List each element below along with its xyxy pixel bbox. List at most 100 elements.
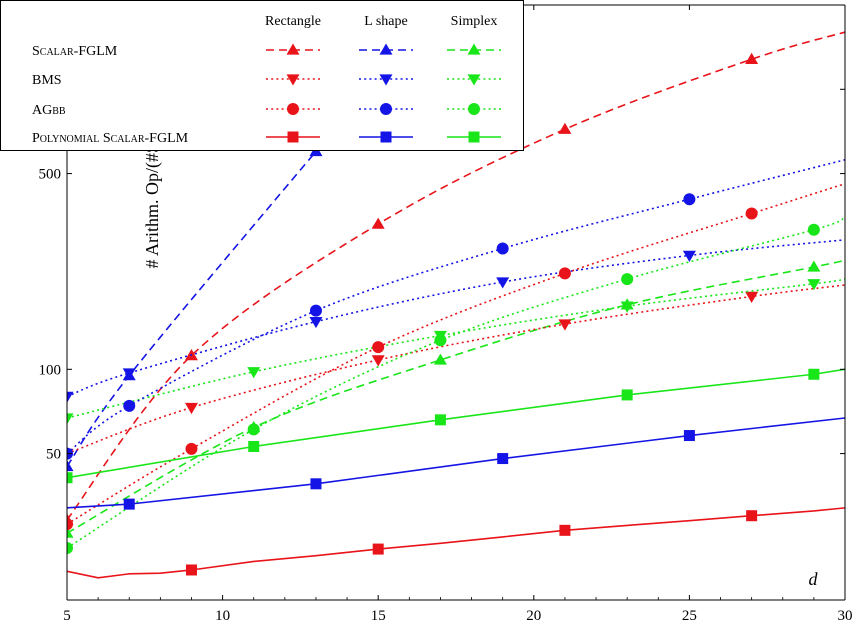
data-point bbox=[372, 341, 385, 354]
data-point bbox=[745, 52, 759, 64]
series-line bbox=[67, 278, 845, 419]
legend-marker bbox=[380, 103, 392, 115]
y-tick-label: 100 bbox=[39, 362, 62, 378]
series-line bbox=[67, 31, 845, 521]
data-point bbox=[67, 413, 74, 425]
legend-row-label: AGbb bbox=[32, 103, 66, 118]
data-point bbox=[746, 510, 758, 522]
data-point bbox=[67, 391, 74, 403]
data-point bbox=[310, 478, 322, 490]
series-bms-rectangle bbox=[67, 284, 845, 461]
legend-marker bbox=[380, 131, 392, 143]
data-point bbox=[123, 399, 136, 412]
data-point bbox=[807, 260, 821, 272]
data-point bbox=[247, 423, 260, 436]
x-tick-label: 20 bbox=[526, 608, 541, 624]
y-axis-label: # Arithm. Op/(#S)² bbox=[142, 132, 163, 269]
data-point bbox=[185, 442, 198, 455]
series-polynomial-scalar-fglm-simplex bbox=[67, 368, 845, 484]
data-point bbox=[434, 334, 447, 347]
series-line bbox=[67, 284, 845, 455]
data-point bbox=[621, 273, 634, 286]
x-axis-label: d bbox=[809, 569, 819, 589]
data-point bbox=[371, 217, 385, 229]
data-point bbox=[807, 279, 821, 291]
data-point bbox=[309, 304, 322, 317]
x-tick-label: 15 bbox=[371, 608, 386, 624]
data-point bbox=[433, 353, 447, 365]
series-bms-l-shape bbox=[67, 239, 845, 403]
series-polynomial-scalar-fglm-l-shape bbox=[67, 417, 845, 510]
series-agbb-simplex bbox=[67, 216, 845, 555]
data-point bbox=[496, 277, 510, 289]
legend-marker bbox=[467, 43, 481, 55]
legend-marker bbox=[468, 103, 480, 115]
data-point bbox=[683, 430, 695, 442]
data-point bbox=[621, 389, 633, 401]
legend-column-header: Simplex bbox=[451, 14, 498, 29]
legend-row-label: Polynomial Scalar-FGLM bbox=[32, 131, 189, 146]
legend-marker bbox=[287, 131, 299, 143]
data-point bbox=[122, 368, 136, 380]
series-line bbox=[67, 259, 845, 534]
x-tick-label: 5 bbox=[63, 608, 71, 624]
data-point bbox=[497, 453, 509, 465]
legend-marker bbox=[286, 43, 300, 55]
data-point bbox=[67, 518, 73, 531]
y-tick-label: 500 bbox=[39, 167, 62, 183]
data-point bbox=[683, 193, 696, 206]
data-point bbox=[309, 316, 323, 329]
series-scalar-fglm-simplex bbox=[67, 259, 845, 538]
data-point bbox=[745, 207, 758, 220]
data-point bbox=[67, 526, 74, 538]
legend-row-label: Scalar-FGLM bbox=[32, 44, 118, 59]
data-point bbox=[496, 242, 509, 255]
data-point bbox=[745, 291, 759, 303]
data-point bbox=[558, 267, 571, 280]
legend-marker bbox=[379, 74, 393, 86]
series-line bbox=[67, 159, 845, 455]
legend-marker bbox=[379, 43, 393, 55]
x-tick-label: 30 bbox=[838, 608, 853, 624]
data-point bbox=[807, 223, 820, 236]
series-bms-simplex bbox=[67, 278, 845, 425]
series-agbb-rectangle bbox=[67, 182, 845, 531]
data-point bbox=[434, 414, 446, 426]
data-point bbox=[247, 367, 261, 379]
data-point bbox=[808, 368, 820, 380]
data-point bbox=[620, 301, 634, 313]
series-line bbox=[67, 182, 845, 525]
data-point bbox=[682, 250, 696, 262]
legend: Rectangle L shape Simplex Scalar-FGLM BMS AGb… bbox=[0, 0, 524, 151]
series-line bbox=[67, 239, 845, 398]
legend-row-label: BMS bbox=[32, 73, 62, 88]
data-point bbox=[185, 564, 197, 576]
legend-marker bbox=[468, 131, 480, 143]
series-polynomial-scalar-fglm-rectangle bbox=[67, 507, 845, 579]
data-point bbox=[559, 524, 571, 536]
series-line bbox=[67, 507, 845, 579]
x-tick-label: 25 bbox=[682, 608, 697, 624]
data-point bbox=[67, 459, 74, 472]
plot-area bbox=[67, 5, 845, 579]
series-line bbox=[67, 417, 845, 509]
legend-column-header: L shape bbox=[364, 14, 407, 29]
legend-marker bbox=[286, 74, 300, 86]
data-point bbox=[558, 319, 572, 331]
data-point bbox=[123, 498, 135, 510]
series-agbb-l-shape bbox=[67, 159, 845, 460]
data-point bbox=[184, 402, 198, 415]
legend-marker bbox=[467, 74, 481, 86]
data-point bbox=[248, 441, 260, 453]
data-point bbox=[67, 472, 73, 484]
legend-marker bbox=[287, 103, 299, 115]
legend-box bbox=[0, 0, 524, 151]
series-line bbox=[67, 216, 845, 549]
data-point bbox=[67, 542, 73, 555]
data-point bbox=[371, 355, 385, 367]
data-point bbox=[558, 122, 572, 134]
legend-column-header: Rectangle bbox=[265, 14, 321, 29]
series-line bbox=[67, 368, 845, 479]
y-tick-label: 50 bbox=[46, 447, 61, 463]
